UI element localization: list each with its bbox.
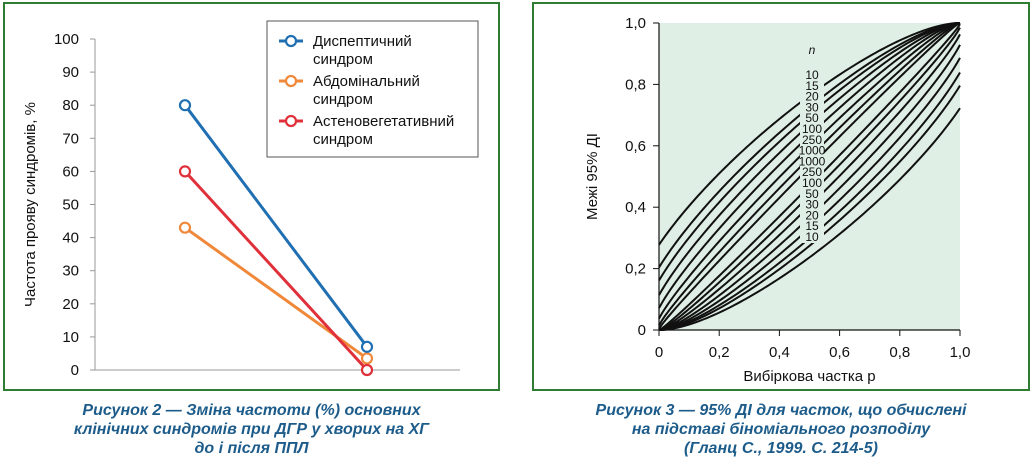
n-label-bg <box>800 231 824 243</box>
n-label-bg <box>800 112 824 125</box>
n-label: 20 <box>805 90 819 104</box>
y-tick-label: 70 <box>62 130 79 147</box>
data-point <box>360 363 374 377</box>
y-tick-label: 60 <box>62 163 79 180</box>
x-tick-label: 0,4 <box>769 344 790 361</box>
figure-2-caption: Рисунок 2 — Зміна частоти (%) основних к… <box>3 401 500 458</box>
legend-swatch-marker <box>284 114 298 128</box>
y-tick-label: 20 <box>62 296 79 313</box>
y-tick-label: 50 <box>62 197 79 214</box>
data-point <box>178 165 192 178</box>
y-tick-label: 0 <box>638 322 646 339</box>
n-label-bg <box>800 155 824 168</box>
x-tick-label: 0,6 <box>829 344 850 361</box>
data-point <box>178 99 192 112</box>
n-label-bg <box>800 101 824 114</box>
series-line <box>183 104 369 348</box>
n-label: 30 <box>805 198 819 212</box>
caption-line: (Гланц С., 1999. С. 214-5) <box>684 440 878 457</box>
y-tick-label: 0 <box>71 362 79 379</box>
binomial-ci-chart-panel: 0 0,2 0,4 0,6 0,8 1,0 0 0,2 0,4 0,6 0,8 1,0 Вибірков… <box>532 2 1030 391</box>
n-label-bg <box>800 133 824 146</box>
x-axis-label: Вибіркова частка p <box>743 368 875 385</box>
y-tick-label: 0,8 <box>625 76 646 93</box>
y-tick-label: 100 <box>54 31 79 48</box>
data-point <box>360 340 374 353</box>
n-label: 50 <box>805 187 819 201</box>
legend-label: Абдомінальний <box>313 73 420 90</box>
y-tick-label: 0,6 <box>625 138 646 155</box>
n-label: 100 <box>802 122 822 136</box>
data-point <box>360 352 374 365</box>
legend-label: синдром <box>313 51 373 68</box>
n-label-bg <box>800 144 824 157</box>
ci-curve-n15-lower <box>658 85 961 331</box>
n-label-bg <box>800 187 824 200</box>
y-tick-label: 80 <box>62 97 79 114</box>
series-line <box>183 170 369 372</box>
legend-label: синдром <box>313 131 373 148</box>
legend-label: синдром <box>313 91 373 108</box>
n-header-label: n <box>809 43 816 57</box>
n-label-bg <box>800 69 824 81</box>
n-label: 250 <box>802 165 822 179</box>
n-label-bg <box>800 177 824 189</box>
caption-line: Рисунок 3 — 95% ДІ для часток, що обчисл… <box>595 402 967 419</box>
caption-line: Рисунок 2 — Зміна частоти (%) основних <box>82 402 421 419</box>
y-tick-label: 30 <box>62 263 79 280</box>
n-label: 10 <box>805 68 819 82</box>
x-tick-label: 1,0 <box>950 344 971 361</box>
n-label: 100 <box>802 176 822 190</box>
ci-curve-n10-lower <box>658 107 961 331</box>
n-label-bg <box>800 166 824 179</box>
n-label: 250 <box>802 133 822 147</box>
caption-line: на підставі біноміального розподілу <box>631 421 931 438</box>
n-label-bg <box>800 90 824 103</box>
y-tick-label: 0,2 <box>625 261 646 278</box>
y-axis-label: Межі 95% ДІ <box>584 133 601 220</box>
legend-swatch-marker <box>284 34 298 48</box>
data-point <box>178 221 192 234</box>
x-tick-label: 0,8 <box>889 344 910 361</box>
x-tick-label: 0,2 <box>709 344 730 361</box>
y-tick-label: 40 <box>62 230 79 247</box>
binomial-ci-chart: 0 0,2 0,4 0,6 0,8 1,0 0 0,2 0,4 0,6 0,8 1,0 Вибірков… <box>584 15 971 385</box>
n-label: 1000 <box>799 144 826 158</box>
n-label-bg <box>800 220 824 233</box>
x-tick-label: 0 <box>655 344 663 361</box>
n-label-bg <box>800 79 824 92</box>
y-axis-label: Частота прояву синдромів, % <box>22 102 39 307</box>
n-label: 10 <box>805 230 819 244</box>
y-tick-label: 1,0 <box>625 15 646 32</box>
n-label-bg <box>800 209 824 222</box>
n-label-bg <box>800 123 824 135</box>
figure-3-caption: Рисунок 3 — 95% ДІ для часток, що обчисл… <box>532 401 1030 458</box>
legend-box <box>266 20 479 158</box>
caption-line: клінічних синдромів при ДГР у хворих на … <box>73 421 430 438</box>
n-label: 20 <box>805 208 819 222</box>
n-label: 1000 <box>799 154 826 168</box>
n-label: 30 <box>805 100 819 114</box>
legend-label: Диспептичний <box>313 33 412 50</box>
n-label-bg <box>800 198 824 211</box>
y-tick-label: 90 <box>62 64 79 81</box>
syndrome-frequency-chart-panel: 0 10 20 30 40 50 60 70 80 90 100 Частота прояву син… <box>3 2 500 391</box>
caption-line: до і після ППЛ <box>194 440 309 457</box>
legend-swatch-marker <box>284 74 298 88</box>
y-tick-label: 10 <box>62 329 79 346</box>
syndrome-frequency-chart: 0 10 20 30 40 50 60 70 80 90 100 Частота прояву син… <box>22 20 479 379</box>
legend-label: Астеновегетативний <box>313 113 454 130</box>
y-tick-label: 0,4 <box>625 199 646 216</box>
n-label: 15 <box>805 219 819 233</box>
n-label: 15 <box>805 79 819 93</box>
n-label: 50 <box>805 111 819 125</box>
